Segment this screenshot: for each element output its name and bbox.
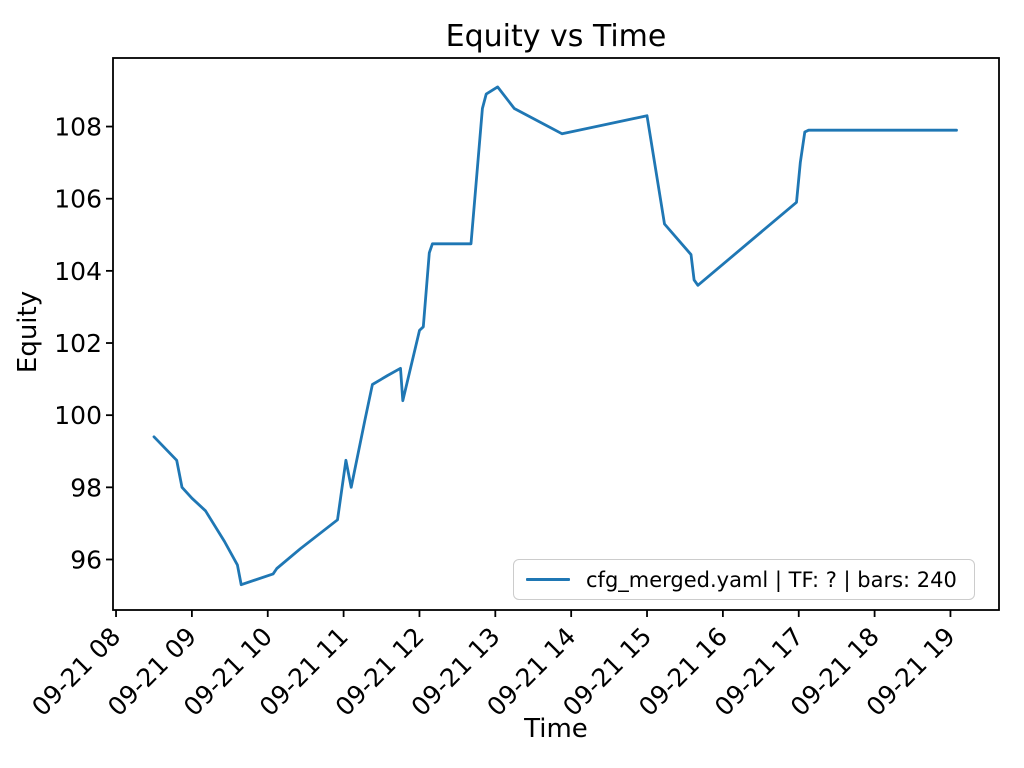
legend-label: cfg_merged.yaml | TF: ? | bars: 240 [586, 567, 957, 592]
y-tick-label: 104 [54, 257, 102, 286]
legend-line-swatch [526, 577, 570, 582]
y-tick-label: 106 [54, 185, 102, 214]
legend: cfg_merged.yaml | TF: ? | bars: 240 [513, 559, 975, 600]
y-tick-label: 96 [70, 545, 102, 574]
y-tick-label: 108 [54, 113, 102, 142]
y-tick-label: 98 [70, 473, 102, 502]
y-tick-label: 102 [54, 329, 102, 358]
x-axis-label: Time [523, 714, 588, 744]
equity-line [152, 85, 958, 587]
y-axis-label: Equity [13, 291, 43, 373]
chart-title: Equity vs Time [446, 19, 667, 54]
y-tick-label: 100 [54, 401, 102, 430]
plot-frame [112, 57, 1000, 611]
